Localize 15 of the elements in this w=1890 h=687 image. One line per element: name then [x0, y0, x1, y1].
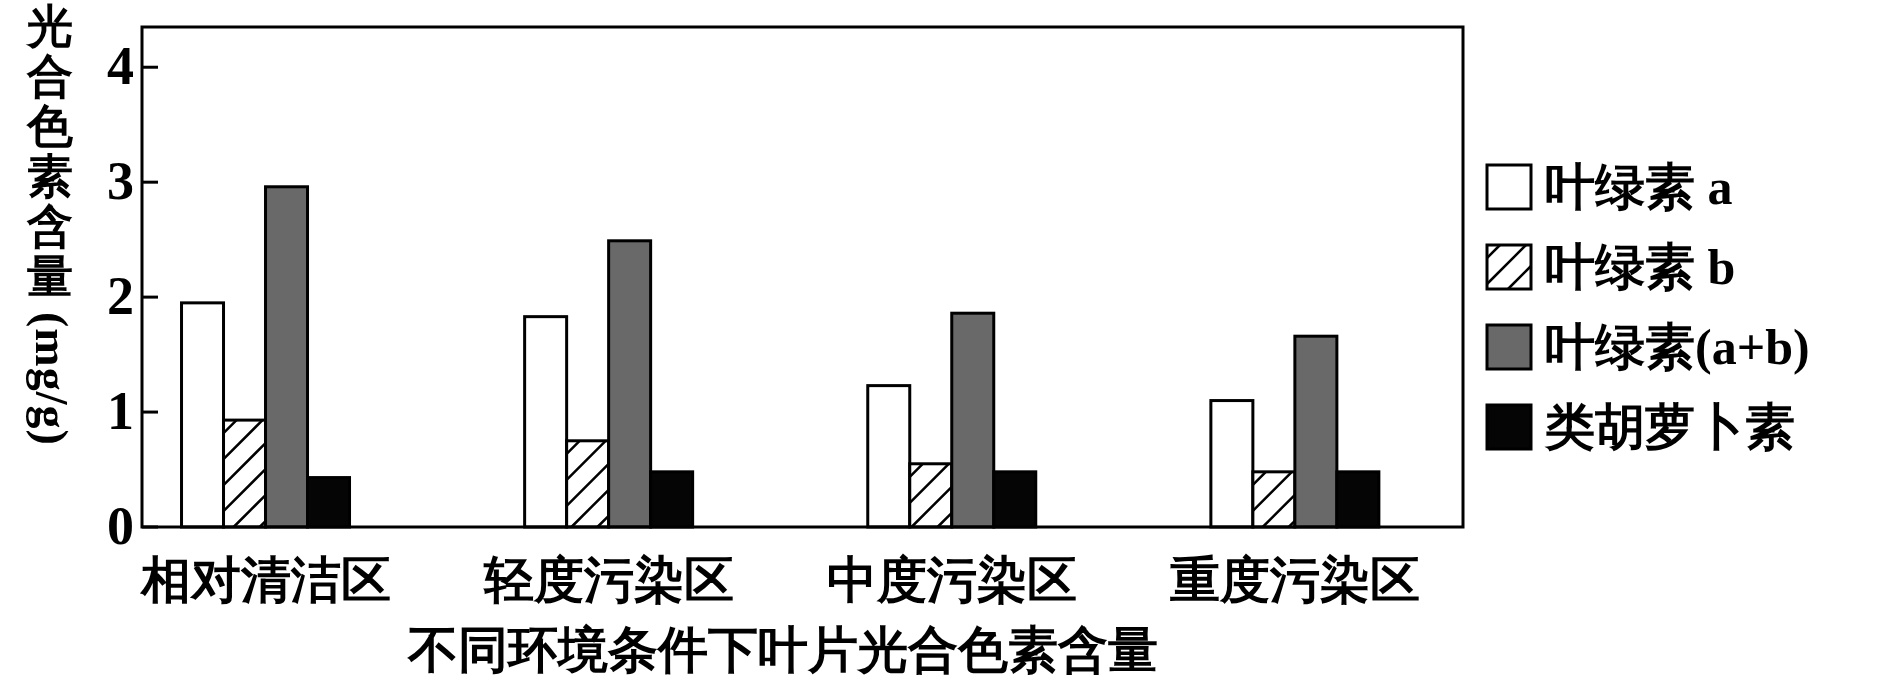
legend-label: 叶绿素 b: [1545, 239, 1736, 295]
text: 光合色素含量(mg/g): [26, 1, 77, 445]
y-tick-label: 1: [107, 381, 134, 442]
y-tick-label: 4: [107, 36, 134, 97]
legend-label: 叶绿素(a+b): [1545, 319, 1810, 375]
x-tick-label: 轻度污染区: [482, 552, 734, 608]
y-tick-label: 2: [107, 266, 134, 327]
y-tick-label: 3: [107, 151, 134, 212]
y-tick-label: 0: [107, 496, 134, 556]
x-tick-label: 相对清洁区: [138, 552, 391, 608]
legend-label: 叶绿素 a: [1545, 159, 1733, 215]
x-axis-title: 不同环境条件下叶片光合色素含量: [406, 622, 1158, 678]
x-tick-label: 中度污染区: [826, 552, 1077, 608]
legend-label: 类胡萝卜素: [1544, 399, 1795, 455]
x-tick-label: 重度污染区: [1169, 552, 1420, 608]
